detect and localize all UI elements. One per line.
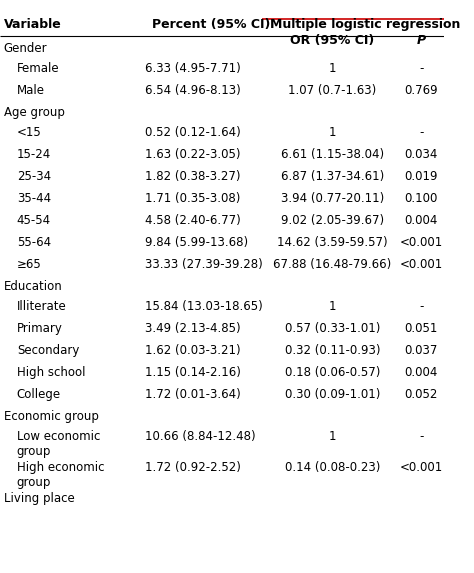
Text: 33.33 (27.39-39.28): 33.33 (27.39-39.28) [145, 258, 263, 271]
Text: 1.71 (0.35-3.08): 1.71 (0.35-3.08) [145, 192, 240, 205]
Text: 0.004: 0.004 [405, 366, 438, 379]
Text: 0.037: 0.037 [405, 344, 438, 357]
Text: 55-64: 55-64 [17, 236, 51, 249]
Text: P: P [417, 34, 426, 47]
Text: ≥65: ≥65 [17, 258, 42, 271]
Text: 0.100: 0.100 [405, 192, 438, 205]
Text: 6.33 (4.95-7.71): 6.33 (4.95-7.71) [145, 62, 241, 75]
Text: 0.14 (0.08-0.23): 0.14 (0.08-0.23) [285, 461, 380, 474]
Text: 4.58 (2.40-6.77): 4.58 (2.40-6.77) [145, 214, 241, 227]
Text: 6.54 (4.96-8.13): 6.54 (4.96-8.13) [145, 84, 241, 97]
Text: Illiterate: Illiterate [17, 300, 67, 313]
Text: 0.32 (0.11-0.93): 0.32 (0.11-0.93) [285, 344, 380, 357]
Text: Multiple logistic regression: Multiple logistic regression [270, 18, 460, 31]
Text: -: - [419, 300, 424, 313]
Text: Gender: Gender [4, 42, 47, 55]
Text: 25-34: 25-34 [17, 170, 51, 183]
Text: 0.052: 0.052 [405, 388, 438, 401]
Text: OR (95% CI): OR (95% CI) [291, 34, 374, 47]
Text: <15: <15 [17, 126, 42, 139]
Text: College: College [17, 388, 61, 401]
Text: 1: 1 [328, 126, 336, 139]
Text: 0.034: 0.034 [405, 148, 438, 161]
Text: 15.84 (13.03-18.65): 15.84 (13.03-18.65) [145, 300, 263, 313]
Text: 1.72 (0.92-2.52): 1.72 (0.92-2.52) [145, 461, 241, 474]
Text: 6.61 (1.15-38.04): 6.61 (1.15-38.04) [281, 148, 384, 161]
Text: 0.004: 0.004 [405, 214, 438, 227]
Text: Primary: Primary [17, 322, 63, 335]
Text: 0.52 (0.12-1.64): 0.52 (0.12-1.64) [145, 126, 241, 139]
Text: 9.84 (5.99-13.68): 9.84 (5.99-13.68) [145, 236, 248, 249]
Text: 1.82 (0.38-3.27): 1.82 (0.38-3.27) [145, 170, 241, 183]
Text: Male: Male [17, 84, 45, 97]
Text: 1.72 (0.01-3.64): 1.72 (0.01-3.64) [145, 388, 241, 401]
Text: 3.49 (2.13-4.85): 3.49 (2.13-4.85) [145, 322, 241, 335]
Text: 67.88 (16.48-79.66): 67.88 (16.48-79.66) [273, 258, 392, 271]
Text: 0.57 (0.33-1.01): 0.57 (0.33-1.01) [285, 322, 380, 335]
Text: -: - [419, 62, 424, 75]
Text: Education: Education [4, 280, 63, 293]
Text: 0.30 (0.09-1.01): 0.30 (0.09-1.01) [285, 388, 380, 401]
Text: 1.15 (0.14-2.16): 1.15 (0.14-2.16) [145, 366, 241, 379]
Text: 1: 1 [328, 62, 336, 75]
Text: 35-44: 35-44 [17, 192, 51, 205]
Text: Percent (95% CI): Percent (95% CI) [152, 18, 270, 31]
Text: Secondary: Secondary [17, 344, 79, 357]
Text: 9.02 (2.05-39.67): 9.02 (2.05-39.67) [281, 214, 384, 227]
Text: 1.62 (0.03-3.21): 1.62 (0.03-3.21) [145, 344, 241, 357]
Text: Age group: Age group [4, 106, 64, 119]
Text: 3.94 (0.77-20.11): 3.94 (0.77-20.11) [281, 192, 384, 205]
Text: 0.019: 0.019 [405, 170, 438, 183]
Text: -: - [419, 430, 424, 443]
Text: 15-24: 15-24 [17, 148, 51, 161]
Text: 14.62 (3.59-59.57): 14.62 (3.59-59.57) [277, 236, 388, 249]
Text: 10.66 (8.84-12.48): 10.66 (8.84-12.48) [145, 430, 256, 443]
Text: Living place: Living place [4, 492, 74, 505]
Text: 0.769: 0.769 [405, 84, 438, 97]
Text: Low economic
group: Low economic group [17, 430, 100, 458]
Text: 6.87 (1.37-34.61): 6.87 (1.37-34.61) [281, 170, 384, 183]
Text: High school: High school [17, 366, 85, 379]
Text: <0.001: <0.001 [400, 236, 443, 249]
Text: 1.07 (0.7-1.63): 1.07 (0.7-1.63) [288, 84, 376, 97]
Text: -: - [419, 126, 424, 139]
Text: 1: 1 [328, 300, 336, 313]
Text: 0.18 (0.06-0.57): 0.18 (0.06-0.57) [285, 366, 380, 379]
Text: 1: 1 [328, 430, 336, 443]
Text: 45-54: 45-54 [17, 214, 51, 227]
Text: 1.63 (0.22-3.05): 1.63 (0.22-3.05) [145, 148, 241, 161]
Text: <0.001: <0.001 [400, 258, 443, 271]
Text: Variable: Variable [4, 18, 62, 31]
Text: <0.001: <0.001 [400, 461, 443, 474]
Text: Economic group: Economic group [4, 410, 99, 423]
Text: Female: Female [17, 62, 59, 75]
Text: High economic
group: High economic group [17, 461, 104, 489]
Text: 0.051: 0.051 [405, 322, 438, 335]
